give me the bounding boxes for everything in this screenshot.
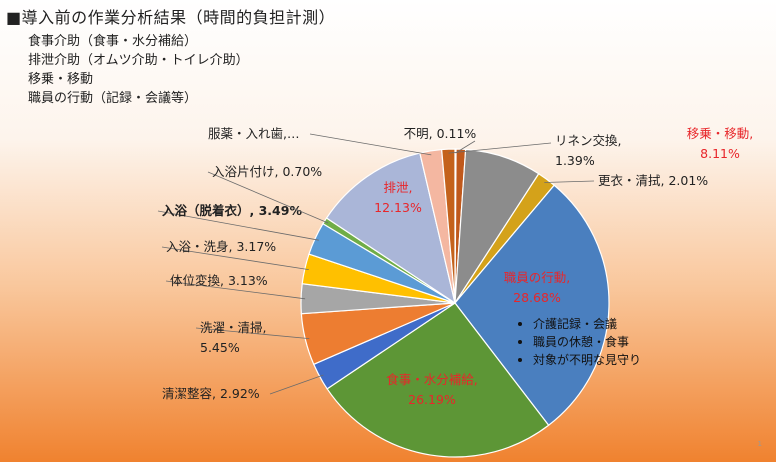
data-label: 食事・水分補給, 26.19%: [386, 372, 477, 407]
annotation-bullet: 対象が不明な見守り: [533, 352, 641, 367]
data-label: 排泄, 12.13%: [374, 180, 422, 215]
bullet-dot: [518, 340, 522, 344]
bullet-dot: [518, 322, 522, 326]
annotation-bullet: 介護記録・会議: [533, 316, 617, 331]
list-item: 職員の行動（記録・会議等）: [28, 91, 198, 106]
leader-line: [448, 142, 552, 154]
data-label: 不明, 0.11%: [404, 126, 477, 141]
list-item: 排泄介助（オムツ介助・トイレ介助）: [28, 53, 249, 68]
data-label: リネン交換, 1.39%: [555, 133, 621, 168]
pie-slice: [325, 152, 456, 305]
data-label: 更衣・清拭, 2.01%: [598, 173, 708, 188]
data-label: 入浴（脱着衣）, 3.49%: [162, 203, 302, 218]
leader-line: [165, 280, 306, 300]
pie-slice: [454, 184, 610, 427]
leader-line: [195, 327, 310, 339]
bullet-dot: [518, 358, 522, 362]
pie-slice: [326, 302, 550, 458]
list-item: 移乗・移動: [28, 72, 94, 87]
data-label: 体位変換, 3.13%: [170, 273, 268, 288]
leader-line: [455, 140, 476, 154]
data-label: 入浴片付け, 0.70%: [212, 164, 322, 179]
data-label: 洗濯・清掃, 5.45%: [200, 320, 266, 355]
annotation-bullet: 職員の休憩・食事: [533, 334, 629, 349]
pie-slice: [441, 148, 456, 304]
list-item: 食事介助（食事・水分補給）: [28, 34, 198, 49]
leader-line: [269, 374, 324, 395]
slide-title: ■導入前の作業分析結果（時間的負担計測）: [6, 8, 336, 27]
data-label: 清潔整容, 2.92%: [162, 386, 260, 401]
category-list: 食事介助（食事・水分補給） 排泄介助（オムツ介助・トイレ介助） 移乗・移動 職員…: [28, 32, 249, 108]
leader-line: [161, 246, 309, 270]
leader-line: [207, 171, 329, 224]
data-label: 移乗・移動, 8.11%: [687, 126, 753, 161]
data-label: 職員の行動, 28.68%: [504, 270, 570, 305]
data-label: 服薬・入れ歯,…: [208, 126, 299, 141]
leader-line: [544, 180, 595, 183]
page-number: 1: [757, 440, 762, 448]
data-label: 入浴・洗身, 3.17%: [166, 239, 276, 254]
leader-line: [309, 133, 432, 156]
leader-line: [157, 210, 319, 241]
